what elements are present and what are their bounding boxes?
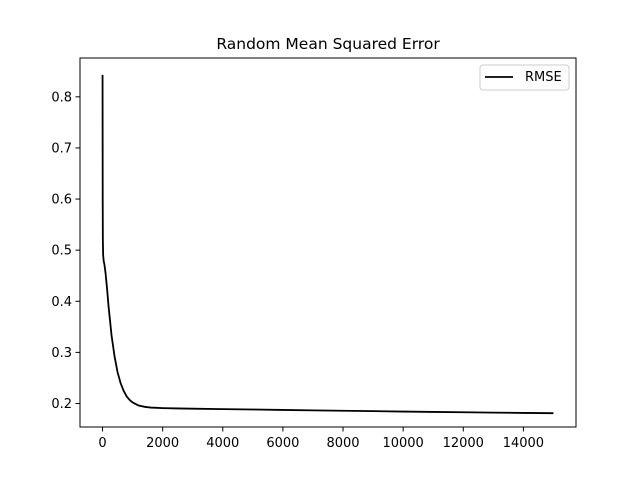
x-tick-label: 2000 [146, 436, 179, 451]
legend-box [479, 64, 570, 91]
x-tick-label: 8000 [326, 436, 359, 451]
y-tick-label: 0.5 [51, 244, 72, 259]
series-line-rmse [101, 74, 554, 415]
x-tick-label: 12000 [443, 436, 484, 451]
y-tick-label: 0.8 [51, 90, 72, 105]
x-tick-label: 10000 [382, 436, 423, 451]
x-tick-label: 0 [98, 436, 106, 451]
plot-area-frame [79, 57, 577, 428]
legend-label: RMSE [525, 70, 562, 85]
y-tick-label: 0.3 [51, 346, 72, 361]
y-axis: 0.2 0.3 0.4 0.5 0.6 0.7 0.8 [51, 90, 80, 412]
y-tick-label: 0.7 [51, 141, 72, 156]
y-tick-label: 0.6 [51, 193, 72, 208]
chart-title: Random Mean Squared Error [216, 35, 440, 53]
x-tick-label: 4000 [206, 436, 239, 451]
y-tick-label: 0.2 [51, 397, 72, 412]
legend: RMSE [479, 64, 570, 91]
x-tick-label: 14000 [503, 436, 544, 451]
x-tick-label: 6000 [266, 436, 299, 451]
y-tick-label: 0.4 [51, 295, 72, 310]
series-layer [101, 74, 554, 415]
x-axis: 0 2000 4000 6000 8000 10000 12000 14000 [98, 427, 544, 451]
